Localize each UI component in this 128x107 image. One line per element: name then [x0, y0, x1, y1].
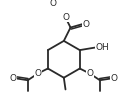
Text: O: O [10, 74, 17, 83]
Text: OH: OH [96, 43, 109, 52]
Text: O: O [111, 74, 118, 83]
Text: O: O [62, 13, 69, 22]
Text: O: O [49, 0, 56, 8]
Text: O: O [34, 69, 41, 78]
Text: O: O [86, 69, 93, 78]
Text: O: O [82, 20, 89, 29]
